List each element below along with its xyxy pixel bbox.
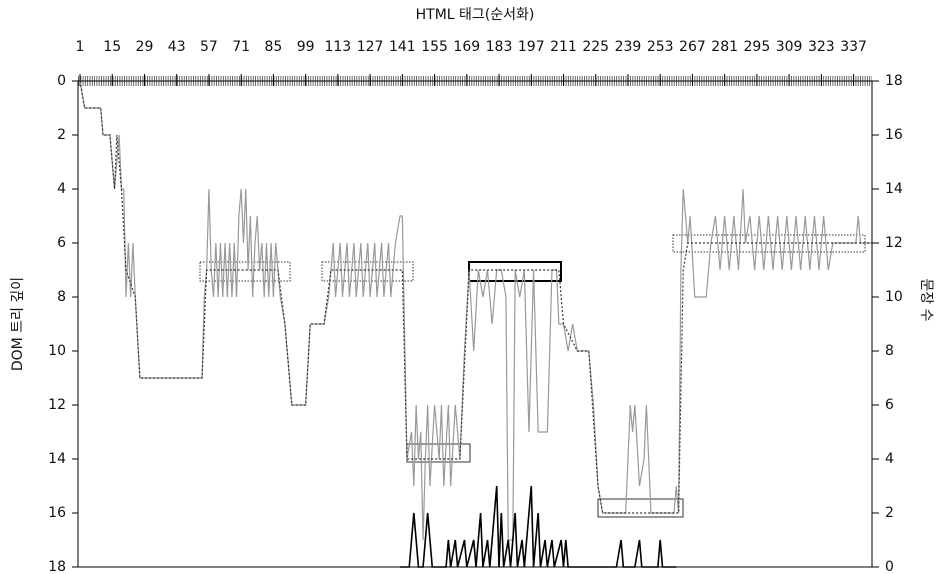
highlight-box xyxy=(199,261,291,282)
y2-tick-label: 0 xyxy=(885,559,894,574)
y2-tick-label: 8 xyxy=(885,343,894,359)
y2-tick-label: 12 xyxy=(885,235,903,251)
x-tick-label: 239 xyxy=(615,39,642,55)
x-tick-label: 155 xyxy=(421,39,448,55)
x-tick-label: 169 xyxy=(453,39,480,55)
x-tick-label: 253 xyxy=(647,39,674,55)
y2-tick-label: 18 xyxy=(885,73,903,89)
x-tick-label: 141 xyxy=(389,39,416,55)
x-tick-label: 225 xyxy=(582,39,609,55)
y2-tick-label: 16 xyxy=(885,127,903,143)
y-tick-label: 2 xyxy=(57,127,66,143)
highlight-box xyxy=(672,234,866,253)
y-tick-label: 8 xyxy=(57,289,66,305)
y2-tick-label: 14 xyxy=(885,181,903,197)
y-tick-label: 14 xyxy=(48,451,66,467)
x-axis-title: HTML 태그(순서화) xyxy=(416,7,535,23)
highlight-box xyxy=(597,498,684,518)
x-tick-label: 29 xyxy=(136,39,154,55)
y-tick-label: 12 xyxy=(48,397,66,413)
highlight-boxes xyxy=(199,234,866,518)
x-tick-label: 281 xyxy=(711,39,738,55)
y2-axis-title: 문장 수 xyxy=(918,278,934,321)
y2-tick-label: 2 xyxy=(885,505,894,521)
highlight-box xyxy=(321,261,414,282)
x-tick-label: 267 xyxy=(679,39,706,55)
y-axis-title: DOM 트리 깊이 xyxy=(10,277,26,371)
x-tick-label: 127 xyxy=(357,39,384,55)
y-tick-label: 18 xyxy=(48,559,66,574)
x-tick-label: 99 xyxy=(297,39,315,55)
series-line xyxy=(79,80,872,541)
x-tick-label: 211 xyxy=(550,39,577,55)
y-tick-label: 0 xyxy=(57,73,66,89)
x-tick-label: 295 xyxy=(744,39,771,55)
x-tick-label: 15 xyxy=(103,39,121,55)
x-tick-label: 337 xyxy=(840,39,867,55)
y2-tick-label: 6 xyxy=(885,397,894,413)
x-tick-label: 43 xyxy=(168,39,186,55)
x-tick-label: 1 xyxy=(76,39,85,55)
x-tick-label: 113 xyxy=(324,39,351,55)
series-line xyxy=(400,485,677,568)
x-tick-label: 71 xyxy=(232,39,250,55)
y-tick-label: 16 xyxy=(48,505,66,521)
x-tick-label: 197 xyxy=(518,39,545,55)
x-tick-label: 85 xyxy=(264,39,282,55)
x-tick-label: 309 xyxy=(776,39,803,55)
y-tick-label: 10 xyxy=(48,343,66,359)
x-tick-label: 183 xyxy=(486,39,513,55)
y-tick-label: 6 xyxy=(57,235,66,251)
series-line xyxy=(79,80,872,514)
x-tick-label: 323 xyxy=(808,39,835,55)
x-tick-label: 57 xyxy=(200,39,218,55)
y2-tick-label: 10 xyxy=(885,289,903,305)
y2-tick-label: 4 xyxy=(885,451,894,467)
y-tick-label: 4 xyxy=(57,181,66,197)
